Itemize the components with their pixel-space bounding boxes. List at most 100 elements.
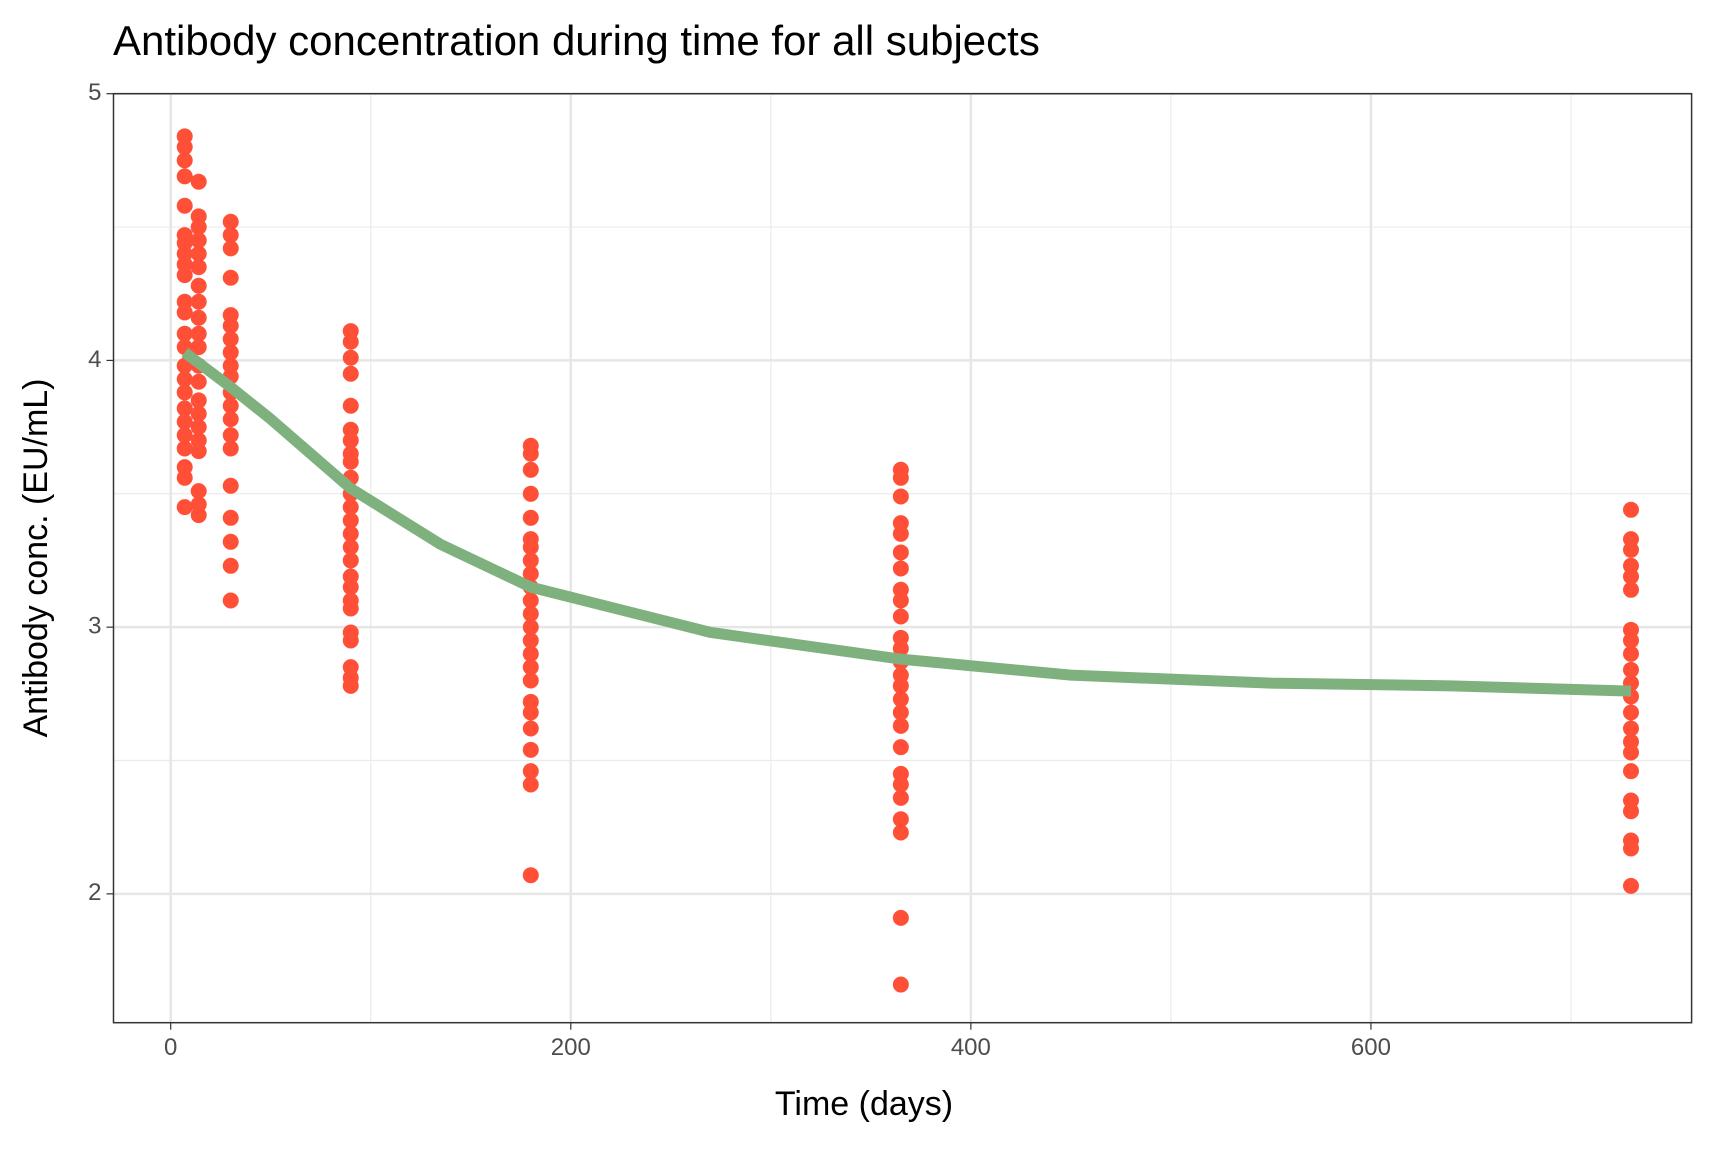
data-point — [892, 776, 909, 793]
data-point — [522, 659, 539, 676]
data-point — [1622, 720, 1639, 737]
data-point — [892, 592, 909, 609]
data-point — [342, 677, 359, 694]
data-point — [176, 499, 193, 516]
data-point — [176, 168, 193, 185]
data-point — [176, 197, 193, 214]
data-point — [522, 632, 539, 649]
data-point — [892, 525, 909, 542]
data-point — [522, 485, 539, 502]
data-point — [522, 509, 539, 526]
data-point — [522, 565, 539, 582]
data-point — [190, 173, 207, 190]
data-point — [892, 739, 909, 756]
data-point — [190, 325, 207, 342]
data-point — [342, 579, 359, 596]
data-point — [342, 453, 359, 470]
data-point — [176, 413, 193, 430]
data-point — [176, 384, 193, 401]
data-point — [522, 645, 539, 662]
data-point — [190, 419, 207, 436]
x-tick-label: 400 — [951, 1034, 991, 1061]
y-tick-label: 2 — [88, 879, 101, 906]
data-point — [1622, 661, 1639, 678]
data-point — [522, 445, 539, 462]
data-point — [522, 672, 539, 689]
data-point — [342, 512, 359, 529]
data-point — [892, 704, 909, 721]
data-point — [1622, 803, 1639, 820]
data-point — [342, 600, 359, 617]
chart-title: Antibody concentration during time for a… — [113, 17, 1040, 64]
data-point — [176, 304, 193, 321]
data-point — [1622, 501, 1639, 518]
data-point — [1622, 877, 1639, 894]
data-point — [342, 499, 359, 516]
data-point — [190, 219, 207, 236]
data-point — [342, 349, 359, 366]
data-point — [892, 488, 909, 505]
data-point — [176, 325, 193, 342]
data-point — [176, 469, 193, 486]
data-point — [522, 461, 539, 478]
plot-border — [112, 92, 1693, 1024]
data-point — [1622, 541, 1639, 558]
data-point — [1622, 632, 1639, 649]
data-point — [1622, 568, 1639, 585]
fit-curve — [181, 348, 1632, 697]
data-point — [222, 592, 239, 609]
data-point — [1622, 840, 1639, 857]
data-point — [1622, 704, 1639, 721]
data-point — [892, 677, 909, 694]
data-point — [1622, 581, 1639, 598]
data-point — [892, 608, 909, 625]
data-point — [176, 267, 193, 284]
data-point — [892, 976, 909, 993]
data-point — [222, 440, 239, 457]
data-point — [342, 632, 359, 649]
data-point — [190, 309, 207, 326]
data-point — [222, 269, 239, 286]
data-point — [190, 339, 207, 356]
data-point — [342, 333, 359, 350]
data-point — [342, 552, 359, 569]
x-axis-title: Time (days) — [775, 1085, 953, 1123]
data-point — [342, 365, 359, 382]
data-point — [342, 525, 359, 542]
data-point — [1622, 645, 1639, 662]
data-point — [522, 720, 539, 737]
data-point — [222, 509, 239, 526]
data-point — [190, 507, 207, 524]
data-point — [190, 373, 207, 390]
data-point — [522, 776, 539, 793]
data-point — [522, 867, 539, 884]
data-point — [892, 640, 909, 657]
data-point — [892, 909, 909, 926]
y-tick-label: 4 — [88, 346, 101, 373]
data-point — [190, 392, 207, 409]
data-point — [342, 539, 359, 556]
data-point — [892, 789, 909, 806]
data-point — [222, 227, 239, 244]
data-point — [190, 483, 207, 500]
data-point — [522, 619, 539, 636]
data-point — [176, 440, 193, 457]
data-point — [222, 411, 239, 428]
data-point — [222, 533, 239, 550]
data-point — [522, 605, 539, 622]
data-point — [190, 293, 207, 310]
data-point — [176, 371, 193, 388]
data-point — [342, 397, 359, 414]
x-tick-label: 600 — [1351, 1034, 1391, 1061]
data-point — [522, 592, 539, 609]
data-point — [522, 552, 539, 569]
y-axis-title: Antibody conc. (EU/mL) — [17, 378, 55, 737]
data-point — [190, 245, 207, 262]
data-point — [892, 691, 909, 708]
data-point — [222, 427, 239, 444]
data-point — [522, 704, 539, 721]
data-point — [190, 277, 207, 294]
data-point — [222, 557, 239, 574]
data-point — [222, 331, 239, 348]
